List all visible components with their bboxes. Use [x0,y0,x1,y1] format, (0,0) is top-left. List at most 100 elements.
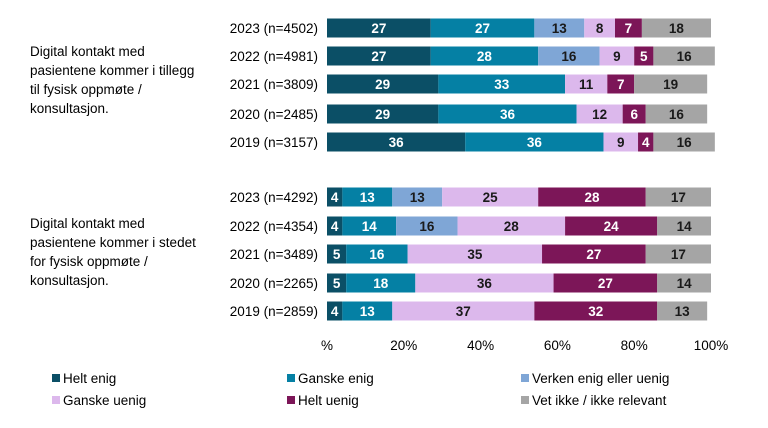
bar-segment [634,46,654,66]
bar-segment [645,104,708,124]
bar-segment [327,301,343,321]
category-label: 2021 (n=3809) [230,77,318,92]
bar-segment [584,18,615,38]
data-label: 28 [504,219,520,234]
bar-segment [641,18,711,38]
bar-segment [553,273,658,293]
category-label: 2020 (n=2485) [230,107,318,122]
category-label: 2019 (n=2859) [230,304,318,319]
bar-segment [615,18,642,38]
bar-segment [327,18,431,38]
data-label: 16 [369,247,385,262]
data-label: 13 [360,304,376,319]
data-label: 13 [552,21,568,36]
bar-segment [565,216,658,236]
bar-segment [407,244,543,264]
bar-segment [327,244,347,264]
data-label: 13 [360,190,376,205]
data-label: 13 [675,304,691,319]
data-label: 4 [331,190,339,205]
data-label: 33 [494,77,510,92]
data-label: 28 [477,49,493,64]
bar-segment [438,74,566,94]
bar-segment [457,216,566,236]
legend-label: Verken enig eller uenig [532,371,669,386]
data-label: 7 [625,21,633,36]
legend-swatch [521,374,529,382]
bar-segment [327,46,431,66]
data-label: 13 [410,190,426,205]
data-label: 28 [584,190,600,205]
bar-segment [657,273,711,293]
legend-label: Ganske uenig [63,393,146,408]
data-label: 17 [671,190,686,205]
category-label: 2020 (n=2265) [230,276,318,291]
legend-swatch [287,396,295,404]
legend-swatch [521,396,529,404]
data-label: 5 [333,247,341,262]
data-label: 8 [596,21,604,36]
bar-segment [657,301,708,321]
data-label: 9 [617,135,625,150]
data-label: 14 [677,219,693,234]
data-label: 27 [371,21,386,36]
bar-segment [638,132,654,152]
data-label: 16 [677,135,693,150]
data-label: 14 [362,219,378,234]
data-label: 4 [331,219,339,234]
data-label: 25 [483,190,499,205]
bar-segment [538,46,600,66]
category-label: 2019 (n=3157) [230,135,318,150]
data-label: 16 [669,107,685,122]
bar-segment [396,216,458,236]
bar-segment [327,104,439,124]
bar-segment [534,18,585,38]
data-label: 37 [456,304,471,319]
data-label: 14 [677,276,693,291]
x-tick-label: 80% [621,338,648,353]
data-label: 27 [586,247,601,262]
bar-segment [442,187,539,207]
category-label: 2022 (n=4981) [230,49,318,64]
data-label: 36 [389,135,405,150]
data-label: 27 [371,49,386,64]
bar-segment [392,301,535,321]
data-label: 5 [333,276,341,291]
bar-segment [438,104,577,124]
data-label: 29 [375,107,390,122]
bar-segment [327,216,343,236]
data-label: 36 [527,135,543,150]
bar-segment [653,46,715,66]
legend-label: Helt enig [63,371,116,386]
data-label: 5 [640,49,648,64]
x-tick-label: 20% [390,338,417,353]
group-label-1: Digital kontakt med pasientene kommer i … [30,44,195,116]
data-label: 36 [477,276,493,291]
category-label: 2023 (n=4292) [230,190,318,205]
x-tick-label: % [321,338,333,353]
data-label: 27 [475,21,490,36]
data-label: 12 [592,107,607,122]
data-label: 27 [598,276,613,291]
data-label: 29 [375,77,390,92]
category-label: 2023 (n=4502) [230,21,318,36]
data-label: 19 [663,77,678,92]
bar-segment [465,132,604,152]
data-label: 11 [579,77,594,92]
bar-segment [538,187,646,207]
category-label: 2021 (n=3489) [230,247,318,262]
bar-segment [392,187,443,207]
bar-segment [430,46,539,66]
bar-segment [622,104,646,124]
x-tick-label: 60% [544,338,571,353]
x-tick-label: 100% [694,338,729,353]
data-label: 16 [419,219,435,234]
bar-segment [603,132,639,152]
data-label: 18 [373,276,389,291]
bar-segment [342,216,397,236]
category-label: 2022 (n=4354) [230,219,318,234]
bar-segment [634,74,708,94]
legend-swatch [52,396,60,404]
data-label: 9 [613,49,621,64]
